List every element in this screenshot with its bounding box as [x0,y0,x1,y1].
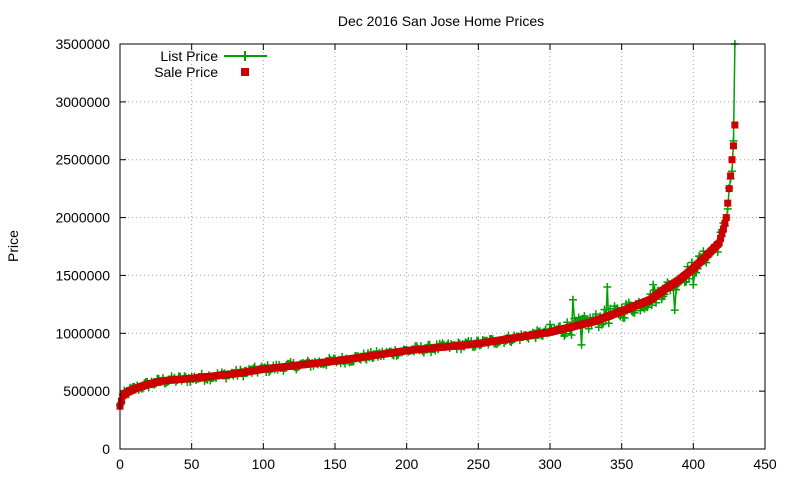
y-tick-label: 3000000 [55,94,110,110]
list-price-point [603,283,612,291]
y-tick-label: 3500000 [55,36,110,52]
sale-price-point [731,121,739,129]
list-price-point [620,313,629,322]
y-tick-label: 1000000 [55,325,110,341]
x-tick-label: 0 [116,456,124,472]
chart-title: Dec 2016 San Jose Home Prices [338,13,544,29]
sale-price-point [728,156,736,164]
y-tick-label: 2500000 [55,152,110,168]
legend-label-list-price: List Price [160,48,218,64]
sale-price-point [719,225,727,233]
list-price-point [649,280,658,289]
sale-price-point [117,397,125,405]
sale-price-point [727,172,735,180]
legend: List Price Sale Price [154,48,267,80]
sale-price-point [721,219,729,227]
list-price-point [600,305,609,314]
sale-price-point [715,239,723,247]
list-price-point [580,311,589,320]
x-tick-label: 450 [753,456,777,472]
y-tick-label: 1500000 [55,267,110,283]
x-tick-label: 150 [323,456,347,472]
sale-price-point [717,234,725,242]
list-price-point [670,306,679,315]
sale-price-point [718,230,726,238]
legend-label-sale-price: Sale Price [154,64,218,80]
x-tick-label: 200 [395,456,419,472]
x-tick-label: 50 [184,456,200,472]
plot-frame [119,43,766,450]
x-tick-label: 300 [538,456,562,472]
y-tick-label: 2000000 [55,210,110,226]
y-tick-label: 0 [102,441,110,457]
list-price-point [568,295,577,304]
x-tick-label: 100 [252,456,276,472]
legend-marker-list-price [240,51,250,61]
axes: 0 50 100 150 200 250 300 350 400 450 0 500000 100000… [55,36,776,472]
list-price-series [116,40,739,409]
x-tick-label: 350 [610,456,634,472]
list-price-point [567,330,576,339]
sale-price-point [722,214,730,222]
list-price-point [604,319,613,328]
list-price-point [577,340,586,349]
list-price-point [689,280,698,289]
list-price-point [546,320,554,329]
y-axis-label: Price [5,230,21,262]
legend-marker-sale-price [241,68,249,76]
sale-price-point [729,142,737,150]
sale-price-series [116,121,739,410]
sale-price-point [724,199,732,207]
grid [120,44,765,449]
x-tick-label: 400 [682,456,706,472]
x-tick-label: 250 [467,456,491,472]
sale-price-point [725,185,733,193]
y-tick-label: 500000 [63,383,110,399]
